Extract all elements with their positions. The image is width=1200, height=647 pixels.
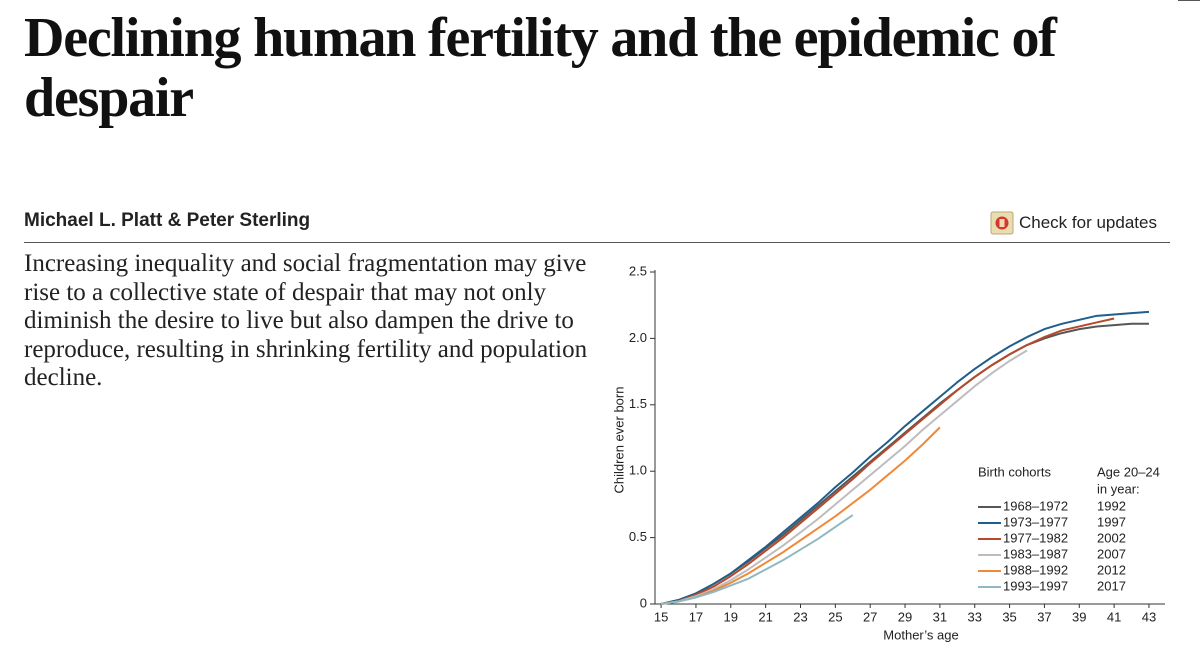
x-tick-label: 33 [967, 609, 981, 624]
series-line [660, 310, 1150, 605]
article-title: Declining human fertility and the epidem… [24, 7, 1057, 129]
x-tick-label: 43 [1142, 609, 1156, 624]
legend-label: 1977–1982 [1003, 530, 1068, 545]
check-updates-label[interactable]: Check for updates [1019, 213, 1157, 232]
x-tick-label: 19 [724, 609, 738, 624]
legend-label: 1983–1987 [1003, 546, 1068, 561]
chart: 0 0.5 1.0 1.5 2.0 2.5 15 17 19 21 23 25 27 29 31 33 35 37… [611, 263, 1165, 642]
x-tick-label: 29 [898, 609, 912, 624]
y-tick-label: 1.5 [629, 396, 647, 411]
series-line [660, 317, 1115, 605]
check-updates[interactable]: Check for updates [990, 211, 1157, 235]
y-tick-label: 2.5 [629, 263, 647, 278]
rule [24, 242, 1170, 243]
legend-year: 2017 [1097, 578, 1126, 593]
x-tick-label: 39 [1072, 609, 1086, 624]
series-line [660, 426, 941, 605]
legend-title: Birth cohorts [978, 464, 1051, 479]
top-rule [1178, 0, 1200, 1]
legend-year: 1997 [1097, 514, 1126, 529]
x-axis-label: Mother’s age [883, 627, 958, 642]
legend-label: 1993–1997 [1003, 578, 1068, 593]
abstract: Increasing inequality and social fragmen… [24, 250, 588, 391]
y-tick-label: 0 [640, 595, 647, 610]
legend-year-title: Age 20–24 [1097, 464, 1160, 479]
legend-year-title: in year: [1097, 481, 1140, 496]
x-tick-label: 23 [793, 609, 807, 624]
y-tick-label: 2.0 [629, 330, 647, 345]
x-tick-label: 27 [863, 609, 877, 624]
series-line [660, 514, 854, 605]
x-tick-label: 37 [1037, 609, 1051, 624]
x-tick-label: 35 [1002, 609, 1016, 624]
x-tick-label: 17 [689, 609, 703, 624]
legend-year: 2012 [1097, 562, 1126, 577]
legend-year: 2002 [1097, 530, 1126, 545]
authors[interactable]: Michael L. Platt & Peter Sterling [24, 210, 311, 231]
x-tick-label: 41 [1107, 609, 1121, 624]
updates-icon [990, 211, 1014, 235]
legend-label: 1988–1992 [1003, 562, 1068, 577]
legend-year: 2007 [1097, 546, 1126, 561]
series-line [660, 349, 1028, 605]
legend-label: 1968–1972 [1003, 498, 1068, 513]
y-axis-label: Children ever born [611, 387, 626, 494]
y-tick-label: 0.5 [629, 529, 647, 544]
x-tick-label: 15 [654, 609, 668, 624]
y-tick-label: 1.0 [629, 463, 647, 478]
x-tick-label: 21 [758, 609, 772, 624]
x-tick-label: 31 [933, 609, 947, 624]
x-tick-label: 25 [828, 609, 842, 624]
series-line [660, 322, 1149, 605]
legend-year: 1992 [1097, 498, 1126, 513]
legend-label: 1973–1977 [1003, 514, 1068, 529]
